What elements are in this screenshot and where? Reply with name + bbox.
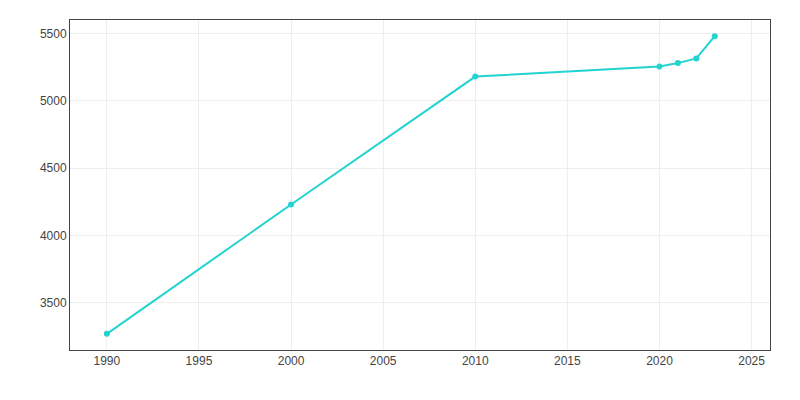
- svg-text:3500: 3500: [40, 296, 67, 310]
- svg-text:2010: 2010: [462, 354, 489, 368]
- svg-text:4500: 4500: [40, 161, 67, 175]
- svg-text:1990: 1990: [93, 354, 120, 368]
- svg-text:2020: 2020: [646, 354, 673, 368]
- svg-text:4000: 4000: [40, 229, 67, 243]
- svg-text:2025: 2025: [738, 354, 765, 368]
- svg-text:2000: 2000: [278, 354, 305, 368]
- svg-text:5000: 5000: [40, 94, 67, 108]
- svg-text:2015: 2015: [554, 354, 581, 368]
- svg-text:5500: 5500: [40, 27, 67, 41]
- svg-text:2005: 2005: [370, 354, 397, 368]
- svg-text:1995: 1995: [186, 354, 213, 368]
